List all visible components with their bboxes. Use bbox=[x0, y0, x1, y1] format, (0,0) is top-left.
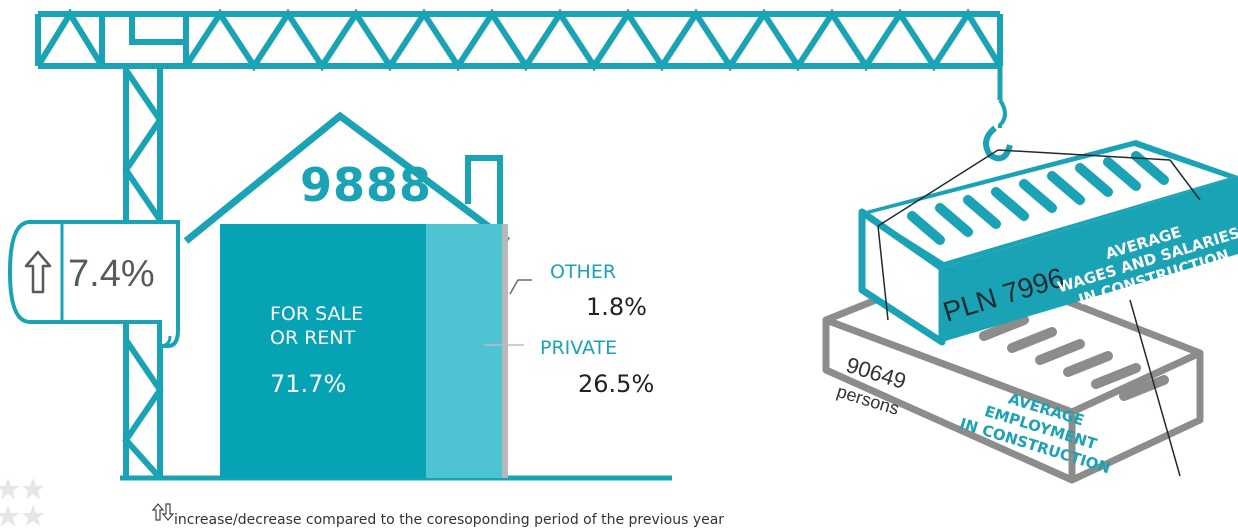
private-block bbox=[426, 224, 502, 478]
other-label: OTHER bbox=[550, 261, 617, 283]
footnote-text: increase/decrease compared to the coreso… bbox=[174, 512, 725, 528]
for-sale-block bbox=[220, 224, 426, 478]
wages-container bbox=[858, 140, 1238, 477]
change-value: 7.4% bbox=[68, 253, 155, 295]
house-total-value: 9888 bbox=[300, 158, 433, 212]
other-strip bbox=[502, 224, 508, 478]
house bbox=[183, 111, 532, 478]
change-banner bbox=[7, 220, 180, 348]
for-sale-label-line1: FOR SALE bbox=[270, 303, 364, 325]
stars-decoration bbox=[0, 478, 44, 526]
other-value: 1.8% bbox=[586, 293, 647, 321]
up-arrow-icon bbox=[24, 250, 52, 294]
private-value: 26.5% bbox=[578, 370, 655, 398]
up-down-arrows-icon bbox=[151, 503, 175, 521]
private-label: PRIVATE bbox=[540, 337, 618, 359]
for-sale-label-line2: OR RENT bbox=[270, 326, 356, 349]
for-sale-value: 71.7% bbox=[270, 370, 347, 398]
for-sale-label: FOR SALE OR RENT bbox=[270, 303, 363, 351]
